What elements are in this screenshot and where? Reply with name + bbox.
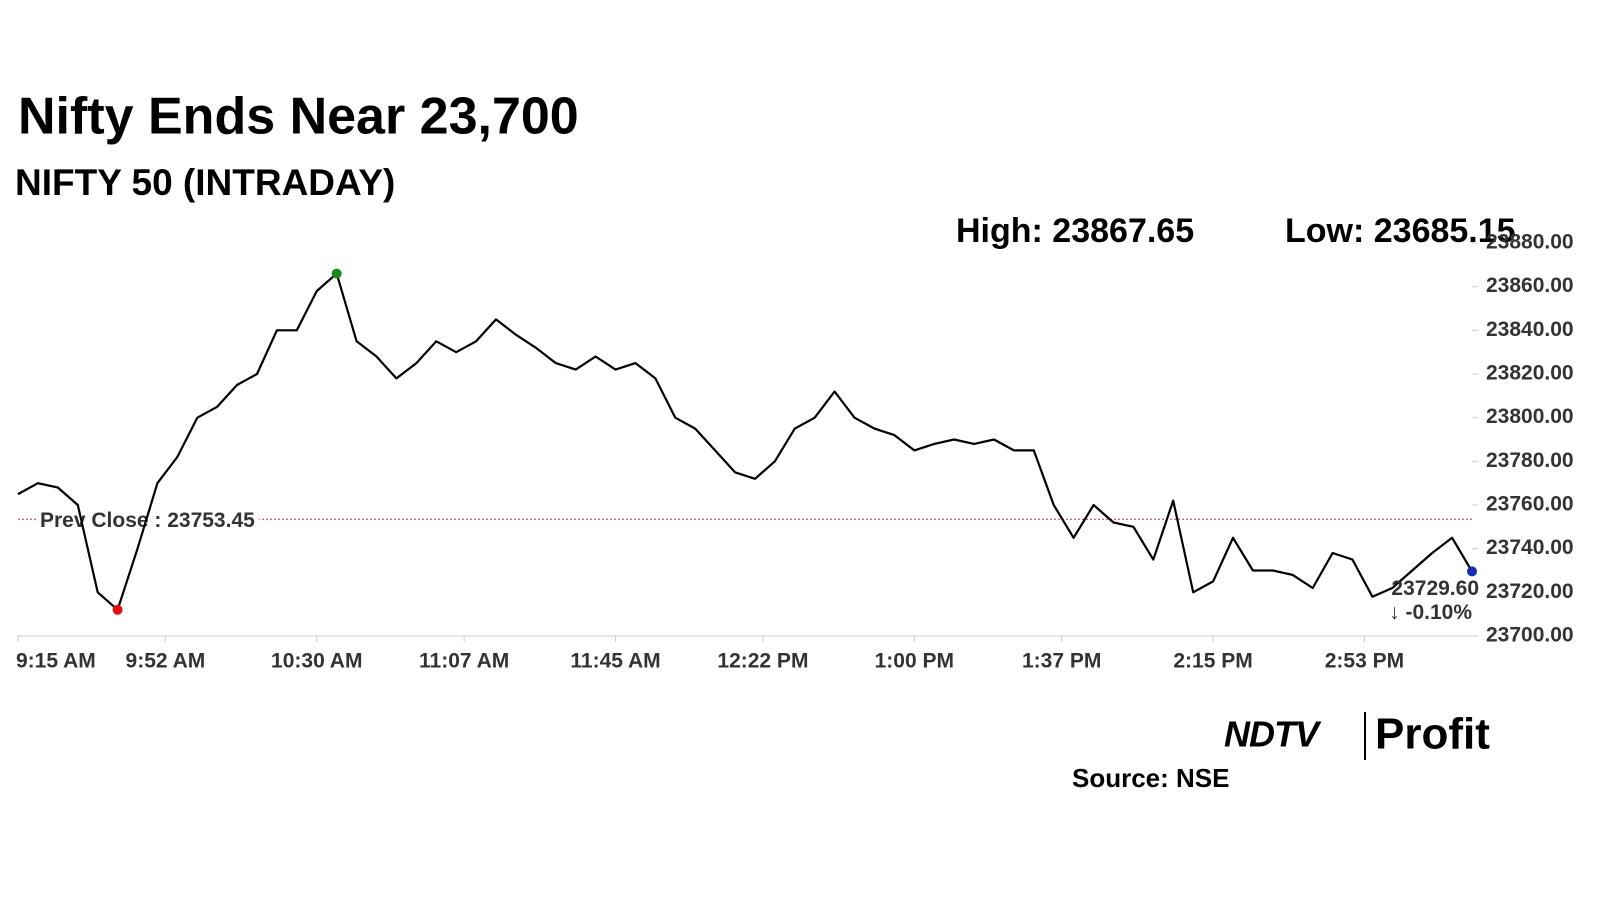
x-tick-label: 1:00 PM xyxy=(875,650,954,673)
y-tick-label: 23780.00 xyxy=(1486,449,1574,472)
low-label: Low: 23685.15 xyxy=(1285,212,1516,250)
x-tick-label: 2:15 PM xyxy=(1173,650,1252,673)
chart-subtitle: NIFTY 50 (INTRADAY) xyxy=(15,162,395,203)
y-tick-label: 23760.00 xyxy=(1486,493,1574,516)
high-label: High: 23867.65 xyxy=(956,212,1194,250)
x-tick-label: 9:52 AM xyxy=(126,650,206,673)
high-marker xyxy=(331,268,342,279)
logo-profit: Profit xyxy=(1375,710,1490,759)
x-tick-label: 1:37 PM xyxy=(1022,650,1101,673)
x-tick-label: 11:07 AM xyxy=(419,650,509,673)
reference-label: Prev Close : 23753.45 xyxy=(40,509,255,532)
y-tick-label: 23800.00 xyxy=(1486,405,1574,428)
y-tick-label: 23860.00 xyxy=(1486,274,1574,297)
y-tick-label: 23840.00 xyxy=(1486,318,1574,341)
x-tick-label: 9:15 AM xyxy=(16,650,96,673)
y-tick-label: 23820.00 xyxy=(1486,362,1574,385)
source: Source: NSE xyxy=(1072,763,1230,793)
change-label: ↓ -0.10% xyxy=(1389,601,1472,624)
low-marker xyxy=(112,604,123,615)
price-line xyxy=(17,272,1473,611)
last-marker xyxy=(1467,566,1477,577)
y-tick-label: 23880.00 xyxy=(1486,231,1574,254)
reference-label-bg xyxy=(36,506,260,534)
y-tick-label: 23740.00 xyxy=(1486,536,1574,559)
logo-ndtv: NDTV xyxy=(1224,714,1322,755)
y-tick-label: 23720.00 xyxy=(1486,580,1574,603)
x-tick-label: 12:22 PM xyxy=(717,650,808,673)
x-tick-label: 11:45 AM xyxy=(570,650,660,673)
last-value-label: 23729.60 xyxy=(1391,577,1479,600)
x-tick-label: 10:30 AM xyxy=(271,650,362,673)
y-tick-label: 23700.00 xyxy=(1486,624,1574,647)
chart-title: Nifty Ends Near 23,700 xyxy=(18,88,579,146)
x-tick-label: 2:53 PM xyxy=(1325,650,1404,673)
